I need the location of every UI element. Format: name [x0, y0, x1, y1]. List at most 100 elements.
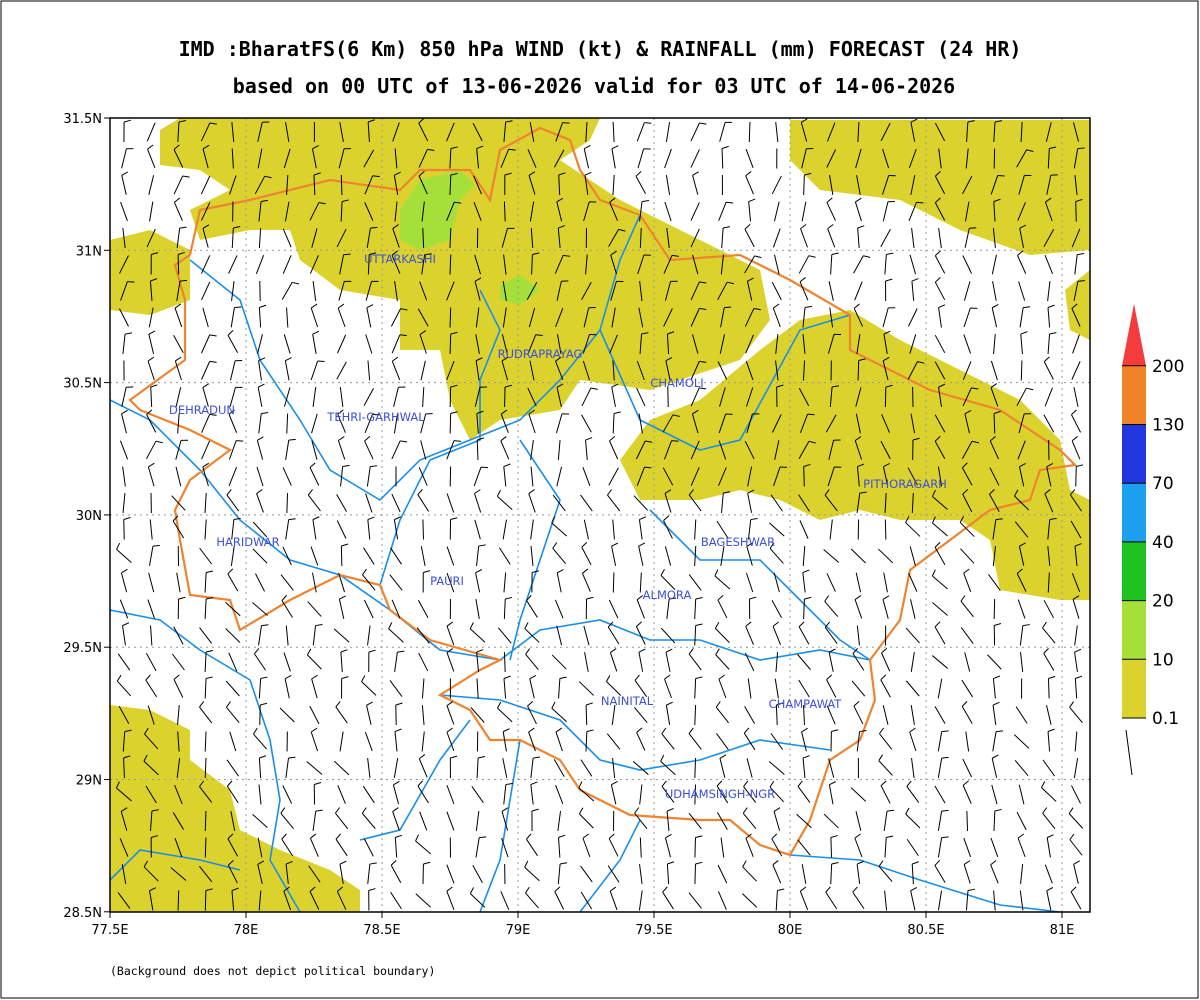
wind-barb [363, 387, 374, 407]
wind-barb [665, 360, 671, 381]
wind-barb-feather [800, 224, 807, 230]
wind-barb-feather [388, 622, 393, 629]
wind-barb [311, 440, 318, 460]
wind-barb [694, 678, 697, 699]
wind-barb-feather [150, 278, 158, 282]
wind-barb [665, 175, 671, 195]
wind-barb [884, 837, 887, 858]
wind-barb [255, 573, 265, 592]
wind-barb [286, 492, 289, 514]
wind-barb [692, 175, 699, 195]
wind-barb [394, 148, 398, 169]
wind-barb-feather [526, 833, 532, 840]
wind-barb [664, 440, 672, 460]
wind-barb [231, 519, 235, 540]
wind-barb [200, 175, 211, 195]
wind-barb [639, 864, 643, 884]
legend-label: 20 [1152, 592, 1174, 612]
wind-barb [688, 812, 702, 830]
wind-barb [800, 122, 808, 142]
wind-barb-feather [610, 250, 617, 256]
wind-barb [529, 678, 535, 699]
wind-barb [910, 705, 915, 725]
wind-barb-feather [311, 674, 318, 680]
wind-barb-feather [1049, 332, 1057, 335]
wind-barb-feather [202, 383, 210, 388]
wind-barb [121, 864, 127, 884]
wind-barb-feather [662, 886, 668, 893]
wind-barb-feather [469, 887, 475, 894]
wind-barb [827, 334, 835, 354]
wind-barb [717, 891, 727, 910]
wind-barb [1043, 229, 1055, 247]
wind-barb [363, 599, 374, 619]
wind-barb [857, 227, 860, 249]
wind-barb [528, 175, 536, 195]
wind-barb-feather [364, 436, 371, 442]
wind-barb-feather [280, 807, 286, 814]
wind-barb [474, 281, 481, 301]
wind-barb [769, 548, 784, 564]
wind-barb [747, 466, 753, 487]
wind-barb [878, 548, 894, 564]
wind-barb-feather [368, 649, 376, 653]
wind-barb-feather [475, 569, 483, 574]
wind-barb [882, 307, 889, 328]
wind-barb [694, 863, 696, 885]
wind-barb-feather [446, 648, 454, 654]
wind-barb [204, 837, 207, 858]
wind-barb [826, 705, 836, 725]
wind-barb [279, 707, 295, 723]
wind-barb [312, 519, 317, 540]
wind-barb [116, 548, 132, 564]
wind-barb [446, 493, 455, 513]
wind-barb-feather [285, 860, 293, 865]
wind-barb [530, 758, 534, 778]
wind-barb [282, 255, 292, 274]
wind-barb-feather [745, 171, 752, 177]
wind-barb [558, 837, 561, 858]
wind-barb-feather [578, 781, 583, 789]
wind-barb [775, 334, 779, 354]
wind-barb-feather [826, 674, 833, 680]
wind-barb [286, 174, 289, 196]
wind-barb [884, 492, 887, 514]
x-tick-label: 77.5E [91, 923, 128, 938]
wind-barb [257, 387, 263, 407]
wind-barb [638, 546, 644, 566]
wind-barb-feather [559, 862, 568, 865]
wind-barb [174, 785, 183, 804]
wind-barb [228, 414, 238, 433]
wind-barb [1069, 706, 1083, 724]
wind-barb [801, 201, 807, 222]
wind-barb [744, 652, 755, 672]
wind-barb [307, 494, 321, 512]
wind-barb [200, 281, 211, 301]
wind-barb-feather [1026, 149, 1034, 152]
wind-barb-feather [934, 435, 941, 442]
wind-barb [388, 628, 404, 643]
wind-barb-feather [310, 833, 317, 839]
wind-barb [850, 548, 866, 564]
wind-barb [285, 519, 290, 540]
wind-barb-feather [1047, 304, 1055, 309]
wind-barb [803, 174, 805, 196]
wind-barb-feather [151, 809, 159, 812]
wind-barb-feather [559, 676, 567, 680]
wind-barb [555, 307, 564, 328]
wind-barb [747, 519, 752, 540]
wind-barb [555, 413, 563, 434]
wind-barb [476, 757, 479, 779]
wind-barb [883, 334, 888, 354]
wind-barb [474, 387, 481, 407]
wind-barb-feather [450, 384, 458, 388]
wind-barb [231, 121, 235, 143]
wind-barb-feather [121, 409, 128, 415]
wind-barb-feather [234, 306, 242, 309]
wind-barb [337, 785, 346, 804]
legend-label: 70 [1152, 474, 1174, 494]
wind-barb-feather [905, 516, 910, 523]
wind-barb [338, 599, 345, 619]
wind-barb [585, 731, 588, 752]
wind-barb [502, 281, 507, 301]
